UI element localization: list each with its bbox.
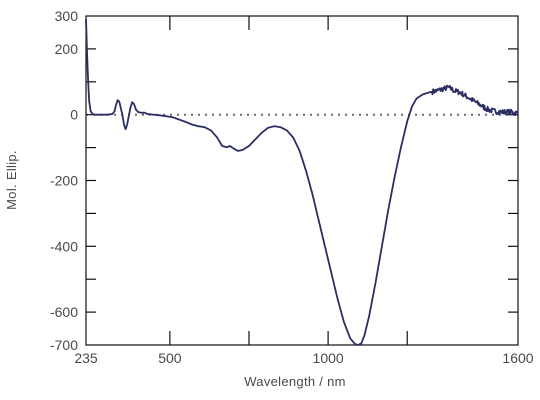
x-tick-label: 1600 (502, 350, 533, 366)
y-tick-label: 200 (55, 41, 79, 57)
y-tick-label: 0 (70, 107, 78, 123)
y-tick-label: -600 (50, 304, 78, 320)
series-line (85, 19, 519, 346)
y-tick-label: 300 (55, 8, 79, 24)
x-tick-label: 1000 (313, 350, 344, 366)
y-tick-labels: 300 200 0 -200 -400 -600 -700 (50, 8, 78, 353)
x-tick-label: 235 (74, 350, 98, 366)
x-tick-labels: 235 500 1000 1600 (74, 350, 533, 366)
x-tick-label: 500 (158, 350, 182, 366)
x-axis-title: Wavelength / nm (244, 374, 346, 389)
y-tick-label: -700 (50, 337, 78, 353)
y-tick-label: -400 (50, 238, 78, 254)
y-tick-label: -200 (50, 173, 78, 189)
plot-frame (85, 15, 519, 346)
y-axis-title: Mol. Ellip. (4, 150, 19, 210)
axis-ticks (86, 16, 518, 345)
